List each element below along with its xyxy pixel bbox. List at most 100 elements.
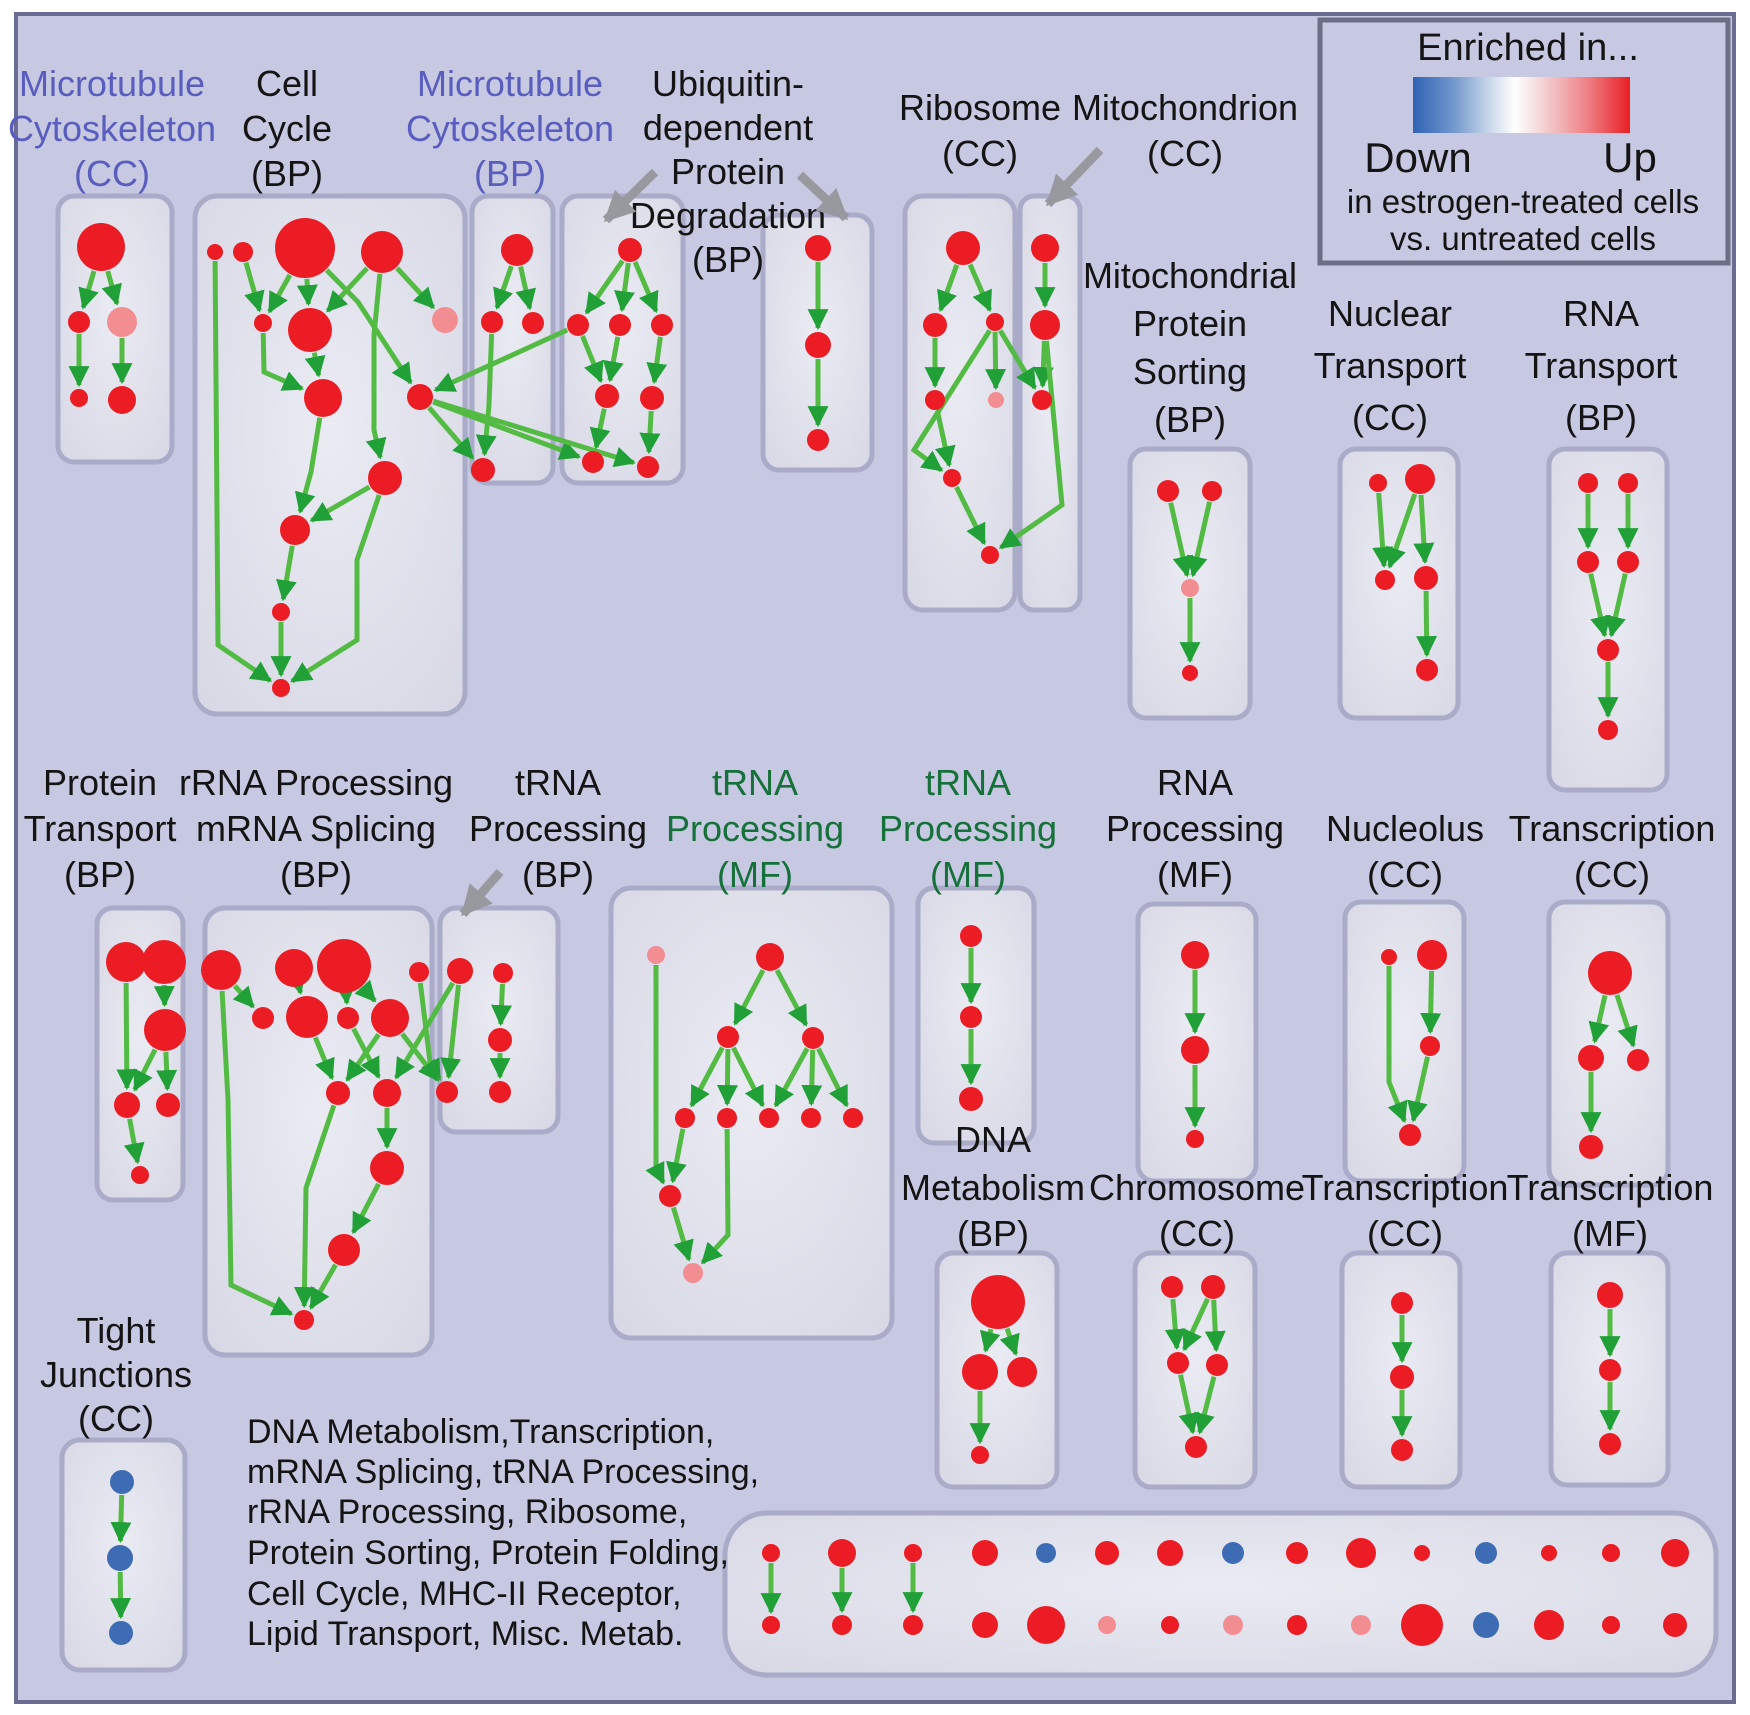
go-term-node — [106, 942, 146, 982]
category-label-nucleolus: Nucleolus (CC) — [1326, 808, 1484, 895]
hierarchy-edge — [293, 1104, 337, 1309]
go-term-node — [361, 231, 403, 273]
hierarchy-edge — [1385, 493, 1418, 569]
hierarchy-edge — [580, 335, 604, 384]
hierarchy-edge — [1614, 994, 1638, 1048]
hierarchy-edge — [351, 1182, 381, 1235]
category-label-trna-bp: tRNA Processing (BP) — [469, 762, 647, 895]
hierarchy-edge — [646, 336, 668, 385]
go-term-node — [1599, 1433, 1621, 1455]
hierarchy-edge — [910, 329, 992, 473]
go-term-node — [1206, 1354, 1228, 1376]
hierarchy-edge — [614, 262, 635, 313]
go-term-node — [923, 313, 947, 337]
category-label-ribosome: Ribosome (CC) — [899, 87, 1061, 174]
go-term-node — [567, 314, 589, 336]
go-term-node — [409, 962, 429, 982]
go-term-node — [1579, 1135, 1603, 1159]
annotation-arrow — [602, 168, 659, 224]
go-term-node — [109, 1621, 133, 1645]
go-term-node — [1369, 474, 1387, 492]
go-term-node — [609, 314, 631, 336]
category-label-transcription-cc-1: Transcription (CC) — [1509, 808, 1716, 895]
go-term-node — [1095, 1541, 1119, 1565]
hierarchy-edge — [666, 1128, 687, 1184]
go-term-node — [108, 386, 136, 414]
hierarchy-edge — [395, 266, 436, 310]
go-term-node — [717, 1108, 737, 1128]
go-term-node — [1534, 1610, 1564, 1640]
category-box-nucleolus-box — [1342, 899, 1467, 1184]
go-term-node — [407, 384, 433, 410]
uncategorized-terms-text: DNA Metabolism,Transcription, mRNA Splici… — [247, 1413, 759, 1653]
go-term-node — [972, 1540, 998, 1566]
category-label-protein-transport: Protein Transport (BP) — [24, 762, 177, 895]
hierarchy-edge — [671, 1206, 694, 1262]
go-term-node — [471, 458, 495, 482]
go-term-node — [1222, 1542, 1244, 1564]
category-label-mt-cc: Microtubule Cytoskeleton (CC) — [8, 63, 216, 194]
go-term-node — [659, 1185, 681, 1207]
hierarchy-edge — [934, 410, 956, 468]
hierarchy-edge — [1168, 502, 1194, 578]
hierarchy-edge — [937, 264, 960, 312]
hierarchy-edge — [427, 405, 475, 460]
hierarchy-edge — [304, 352, 326, 378]
go-term-node — [981, 546, 999, 564]
go-term-node — [1185, 1436, 1207, 1458]
go-term-node — [317, 939, 371, 993]
go-term-node — [1030, 310, 1060, 340]
go-term-node — [107, 307, 137, 337]
hierarchy-edge — [260, 332, 304, 391]
category-label-transcription-mf: Transcription (MF) — [1507, 1167, 1714, 1254]
hierarchy-edge — [294, 417, 323, 514]
go-term-node — [328, 1234, 360, 1266]
go-term-node — [1182, 665, 1198, 681]
go-term-node — [986, 313, 1004, 331]
hierarchy-edges — [68, 259, 1639, 1620]
hierarchy-edge — [475, 333, 497, 457]
hierarchy-edge — [1386, 966, 1408, 1124]
hierarchy-edge — [219, 990, 294, 1317]
go-term-node — [1417, 940, 1447, 970]
go-term-node — [1405, 464, 1435, 494]
go-term-node — [1414, 1545, 1430, 1561]
annotation-arrows — [459, 146, 1104, 917]
hierarchy-edge — [110, 1571, 132, 1620]
go-term-node — [1351, 1615, 1371, 1635]
hierarchy-edge — [1204, 1299, 1226, 1353]
go-term-node — [1391, 1439, 1413, 1461]
hierarchy-edge — [1186, 501, 1213, 578]
hierarchy-edge — [116, 982, 138, 1091]
go-term-node — [675, 1108, 695, 1128]
hierarchy-edge — [308, 1263, 338, 1310]
legend-down-label: Down — [1364, 134, 1471, 181]
go-term-node — [959, 1087, 983, 1111]
go-term-node — [304, 379, 342, 417]
go-term-node — [1588, 951, 1632, 995]
go-term-node — [946, 231, 980, 265]
hierarchy-edge — [716, 1048, 738, 1107]
hierarchy-edge — [324, 268, 413, 385]
go-term-node — [1286, 1542, 1308, 1564]
go-term-node — [1599, 1359, 1621, 1381]
hierarchy-edge — [584, 259, 625, 315]
hierarchy-edge — [1032, 340, 1054, 389]
category-label-tight-junctions: Tight Junctions (CC) — [40, 1310, 192, 1439]
go-term-node — [288, 308, 332, 352]
go-term-node — [960, 925, 982, 947]
go-term-node — [943, 469, 961, 487]
category-box-ubiquitin-deg-box — [559, 193, 686, 486]
hierarchy-edge — [400, 1032, 440, 1082]
go-term-node — [1597, 1282, 1623, 1308]
go-term-node — [1414, 566, 1438, 590]
go-term-node — [371, 999, 409, 1037]
go-term-node — [971, 1275, 1025, 1329]
go-term-nodes — [68, 218, 1649, 1645]
hierarchy-edge — [773, 1047, 810, 1108]
go-term-node — [683, 1263, 703, 1283]
go-term-node — [759, 1108, 779, 1128]
go-term-node — [805, 332, 831, 358]
hierarchy-edge — [979, 1328, 1001, 1353]
category-labels: Microtubule Cytoskeleton (CC) Cell Cycle (BP)… — [8, 63, 1715, 1439]
